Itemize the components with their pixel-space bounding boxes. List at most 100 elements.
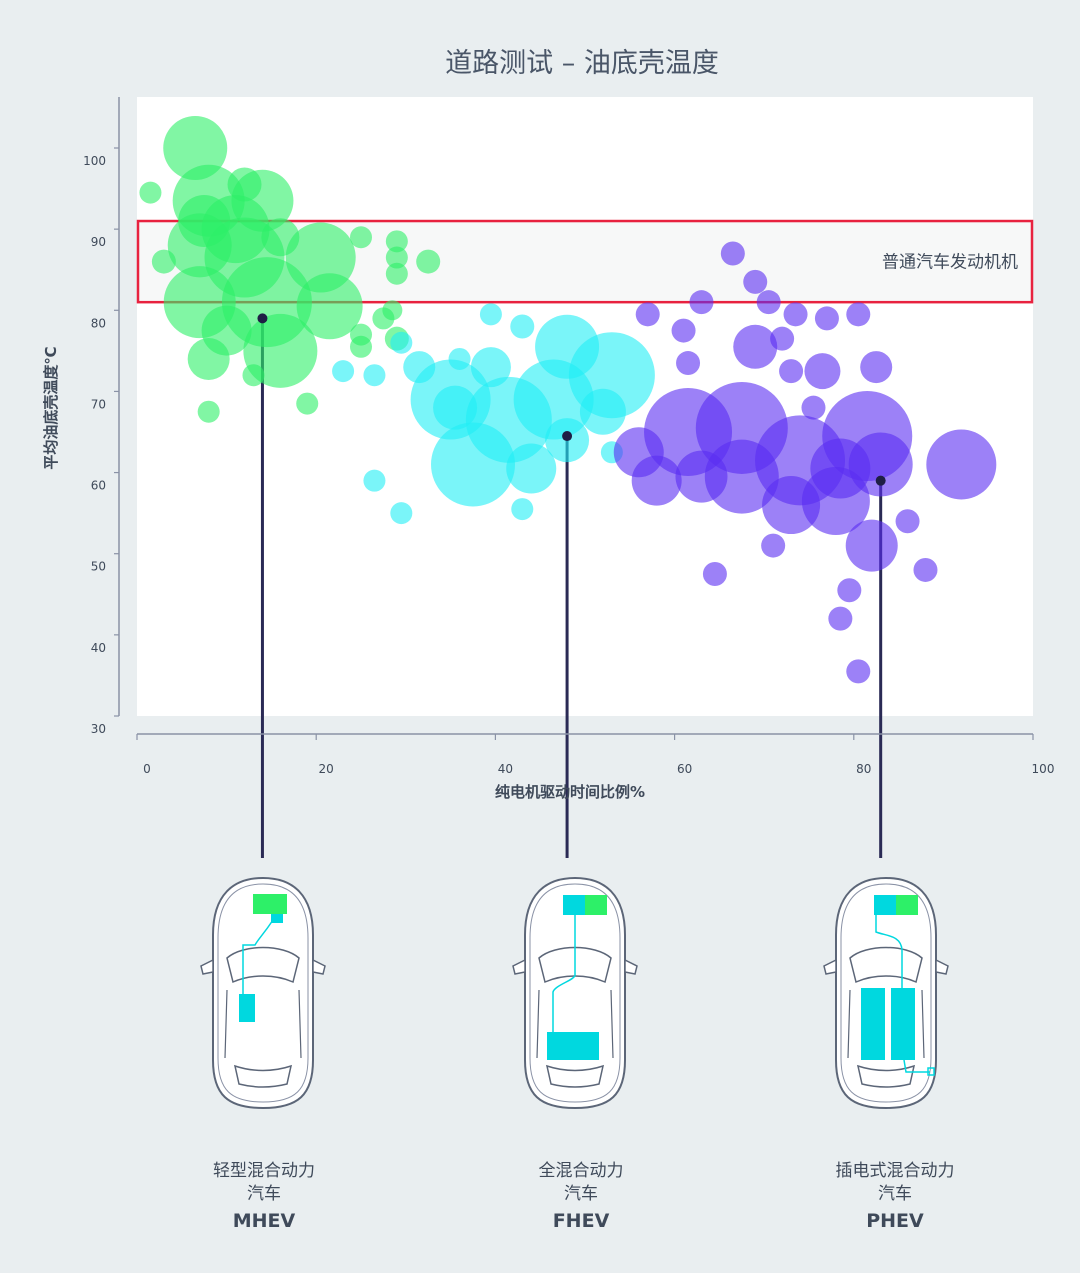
x-axis: 0 20 40 60 80 100 bbox=[136, 733, 1054, 776]
callout-dot-phev bbox=[875, 475, 886, 486]
bubble-point bbox=[756, 290, 781, 315]
bubble-point bbox=[332, 360, 355, 383]
bubble-point bbox=[671, 318, 696, 343]
car-side-lines bbox=[847, 989, 925, 1059]
car-body-outline bbox=[212, 876, 314, 1110]
car-icon-phev bbox=[823, 876, 949, 1110]
bubble-point bbox=[479, 303, 502, 326]
vehicle-label-mhev: 轻型混合动力 汽车 MHEV bbox=[134, 1160, 394, 1233]
bubble-point bbox=[895, 509, 920, 534]
bubble-point bbox=[783, 302, 808, 327]
callout-dots bbox=[257, 313, 886, 486]
vehicle-label-phev: 插电式混合动力 汽车 PHEV bbox=[765, 1160, 1025, 1233]
car-windshield bbox=[226, 946, 300, 984]
bubble-point bbox=[431, 422, 515, 507]
battery-block bbox=[547, 1032, 599, 1060]
car-mirror-right bbox=[624, 958, 638, 975]
bubble-point bbox=[350, 335, 372, 358]
bubbles-layer bbox=[139, 116, 997, 684]
car-icon-fhev bbox=[512, 876, 638, 1110]
bubble-point bbox=[828, 606, 853, 631]
series-fhev bbox=[332, 303, 655, 525]
series-phev bbox=[613, 241, 997, 684]
wiring bbox=[875, 915, 903, 990]
bubble-point bbox=[579, 388, 626, 435]
engine-block bbox=[585, 895, 607, 915]
bubble-point bbox=[913, 557, 938, 582]
bubble-point bbox=[837, 578, 862, 603]
wiring bbox=[552, 915, 576, 1032]
wiring bbox=[242, 919, 274, 994]
bubble-point bbox=[242, 364, 265, 387]
bubble-point bbox=[860, 351, 893, 384]
bubble-point bbox=[848, 432, 913, 497]
bubble-point bbox=[631, 455, 682, 506]
bubble-point bbox=[801, 395, 826, 420]
bubble-point bbox=[385, 262, 408, 285]
bubble-point bbox=[733, 324, 778, 369]
charge-port bbox=[927, 1067, 935, 1076]
bubble-point bbox=[187, 337, 230, 380]
car-side-lines bbox=[536, 989, 614, 1059]
bubble-point bbox=[296, 273, 363, 340]
bubble-point bbox=[385, 230, 408, 253]
bubble-point bbox=[689, 290, 714, 315]
bubble-point bbox=[779, 359, 804, 384]
charge-wiring bbox=[903, 1059, 930, 1073]
motor-block bbox=[563, 895, 585, 915]
x-tick-label: 0 bbox=[143, 762, 151, 776]
vehicle-name-line2: 汽车 bbox=[878, 1184, 912, 1204]
bubble-point bbox=[433, 385, 478, 430]
x-tick-label: 60 bbox=[677, 762, 692, 776]
bubble-point bbox=[363, 469, 386, 492]
battery-block-right bbox=[891, 988, 915, 1060]
bubble-point bbox=[635, 302, 660, 327]
engine-band-label: 普通汽车发动机机 bbox=[882, 253, 1018, 273]
y-tick-label: 100 bbox=[83, 154, 106, 168]
series-mhev bbox=[139, 116, 441, 423]
y-tick-label: 40 bbox=[91, 641, 106, 655]
bubble-point bbox=[846, 302, 871, 327]
car-body-inner bbox=[840, 883, 932, 1103]
car-mirror-left bbox=[823, 958, 837, 975]
bubble-point bbox=[350, 226, 372, 249]
vehicle-name-line2: 汽车 bbox=[247, 1184, 281, 1204]
y-tick-label: 70 bbox=[91, 397, 106, 411]
bubble-point bbox=[506, 443, 557, 494]
car-windshield bbox=[849, 946, 923, 984]
bubble-point bbox=[702, 562, 727, 586]
car-mirror-left bbox=[512, 958, 526, 975]
bubble-point bbox=[511, 498, 534, 521]
bubble-point bbox=[761, 533, 786, 558]
x-tick-label: 40 bbox=[498, 762, 513, 776]
bubble-point bbox=[926, 429, 997, 500]
car-side-lines bbox=[224, 989, 302, 1059]
bubble-point bbox=[801, 466, 870, 535]
bubble-point bbox=[804, 353, 841, 390]
car-rear-window bbox=[233, 1064, 293, 1088]
y-tick-label: 50 bbox=[91, 560, 106, 574]
y-axis: 30 40 50 60 70 80 90 100 bbox=[83, 97, 120, 736]
motor-block bbox=[874, 895, 896, 915]
vehicle-label-fhev: 全混合动力 汽车 FHEV bbox=[451, 1160, 711, 1233]
car-body-inner bbox=[529, 883, 621, 1103]
bubble-point bbox=[385, 246, 408, 269]
car-rear-window bbox=[545, 1064, 605, 1088]
bubble-point bbox=[720, 241, 745, 266]
vehicle-abbr: FHEV bbox=[552, 1210, 610, 1232]
bubble-point bbox=[372, 307, 395, 330]
car-body-inner bbox=[217, 883, 309, 1103]
bubble-point bbox=[197, 400, 220, 423]
y-tick-label: 60 bbox=[91, 479, 106, 493]
vehicle-name-line1: 插电式混合动力 bbox=[835, 1161, 955, 1181]
y-tick-label: 80 bbox=[91, 316, 106, 330]
x-tick-label: 20 bbox=[319, 762, 334, 776]
bubble-point bbox=[390, 502, 413, 525]
y-tick-label: 90 bbox=[91, 235, 106, 249]
car-windshield bbox=[538, 946, 612, 984]
bubble-point bbox=[390, 331, 413, 354]
car-icon-mhev bbox=[200, 876, 326, 1110]
y-axis-label: 平均油底壳温度℃ bbox=[42, 346, 60, 469]
bubble-point bbox=[416, 249, 441, 274]
